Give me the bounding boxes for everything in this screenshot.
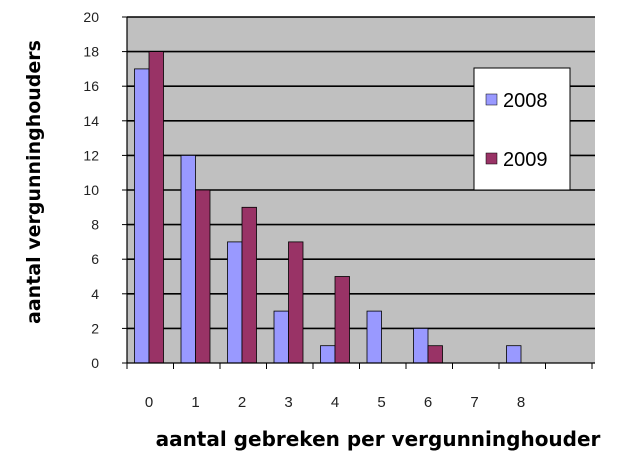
x-tick-labels: 0 1 2 3 4 5 6 7 8 — [145, 394, 525, 411]
y-tick-label: 14 — [83, 113, 99, 129]
y-tick-label: 8 — [91, 217, 99, 233]
bar-2008-0 — [134, 68, 150, 364]
legend: 2008 2009 — [473, 67, 571, 191]
y-tick-label: 18 — [83, 44, 99, 60]
x-tick-label: 6 — [424, 394, 432, 411]
legend-label-2009: 2009 — [503, 149, 548, 171]
y-tick-label: 6 — [91, 251, 99, 267]
legend-swatch-2008 — [485, 93, 498, 106]
x-tick-label: 5 — [377, 394, 385, 411]
y-tick-label: 16 — [83, 78, 99, 94]
legend-swatch-2009 — [485, 152, 498, 165]
x-tick-label: 0 — [145, 394, 153, 411]
x-tick-label: 4 — [331, 394, 339, 411]
x-tick-label: 3 — [284, 394, 292, 411]
y-tick-label: 2 — [91, 320, 99, 336]
legend-box — [473, 67, 571, 191]
bar-2008-4 — [320, 345, 336, 364]
y-tick-label: 10 — [83, 182, 99, 198]
y-tick-label: 0 — [91, 355, 99, 371]
bar-2009-0 — [148, 51, 164, 364]
y-tick-label: 20 — [83, 9, 99, 25]
x-tick-label: 7 — [470, 394, 478, 411]
bar-2008-5 — [366, 310, 382, 364]
bar-2009-4 — [334, 276, 350, 364]
x-tick-label: 8 — [517, 394, 525, 411]
bar-2008-6 — [413, 327, 429, 364]
legend-label-2008: 2008 — [503, 90, 548, 112]
bars — [134, 51, 522, 364]
y-axis-title: aantal vergunninghouders — [23, 40, 45, 324]
bar-2008-1 — [180, 154, 196, 364]
bar-2009-3 — [288, 241, 304, 364]
y-tick-labels: 0 2 4 6 8 10 12 14 16 18 20 — [83, 9, 99, 371]
x-tick-label: 2 — [238, 394, 246, 411]
bar-2009-1 — [195, 189, 211, 364]
bar-2009-6 — [427, 345, 443, 364]
axes — [122, 16, 595, 369]
y-tick-label: 4 — [91, 286, 99, 302]
x-axis-title: aantal gebreken per vergunninghouder — [156, 427, 601, 451]
bar-2008-2 — [227, 241, 243, 364]
x-tick-label: 1 — [191, 394, 199, 411]
bar-2008-3 — [273, 310, 289, 364]
bar-2008-8 — [506, 345, 522, 364]
bar-2009-2 — [241, 206, 257, 364]
y-tick-label: 12 — [83, 147, 99, 163]
